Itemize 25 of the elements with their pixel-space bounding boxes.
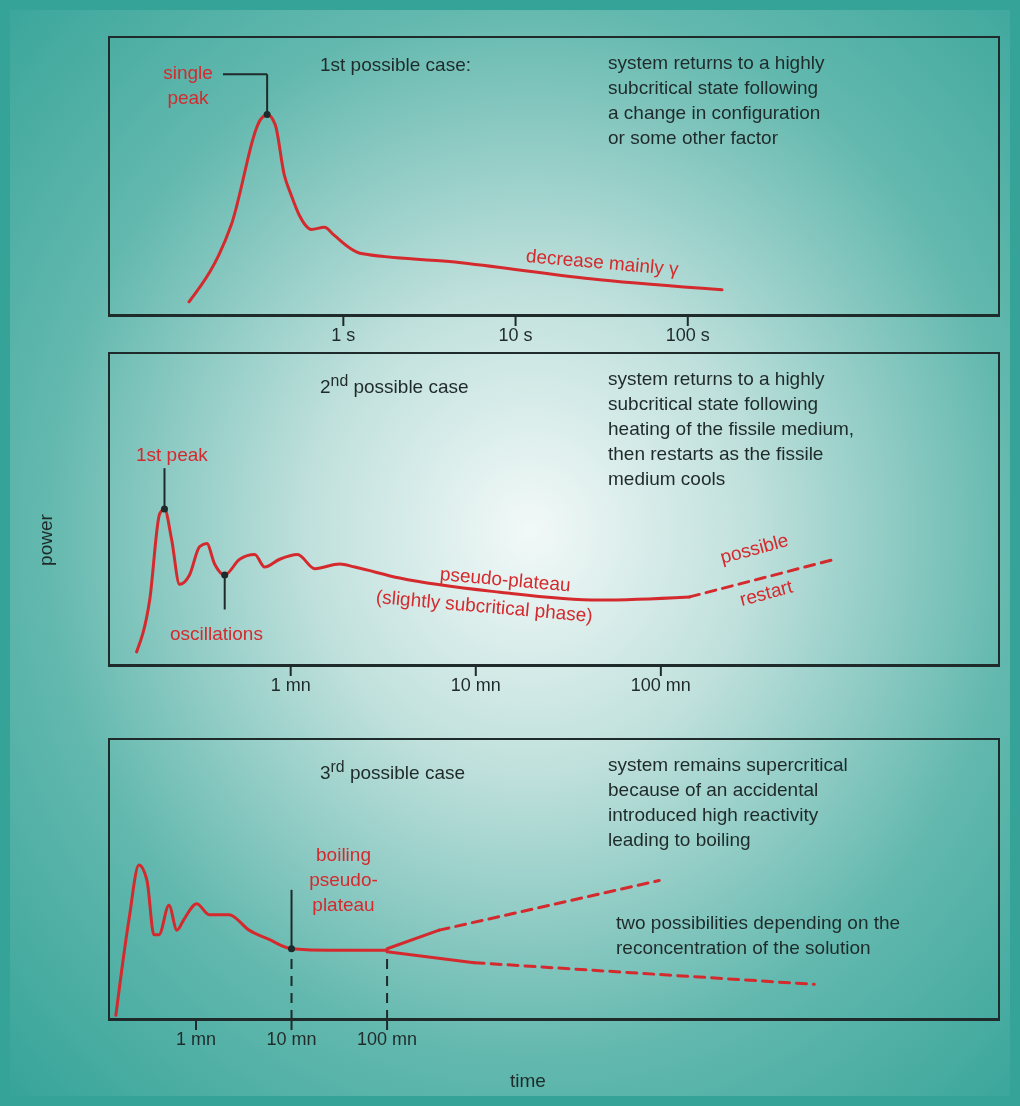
- x-tick-label: 100 s: [665, 324, 710, 345]
- chart-subtitle: system returns to a highly subcritical state following a change in configuration or some other factor: [608, 51, 825, 150]
- x-tick-label: 100 mn: [630, 674, 691, 695]
- annotation: single peak: [162, 61, 214, 110]
- y-axis-title: power: [33, 514, 57, 566]
- annotation: two possibilities depending on the reconcentration of the solution: [616, 911, 902, 960]
- chart-title: 2$^{nd}$ possible case: [320, 371, 469, 400]
- annotation: 1st peak: [136, 443, 208, 467]
- annotation: decrease mainly γ: [524, 244, 680, 282]
- annotation: boiling pseudo-plateau: [308, 843, 379, 917]
- chart-subtitle: system returns to a highly subcritical state following heating of the fissile medium, then restarts as the fissile medium cools: [608, 367, 855, 491]
- chart-subtitle: system remains supercritical because of an accidental introduced high reactivity leading to boiling: [608, 753, 848, 852]
- chart-title: 3$^{rd}$ possible case: [320, 757, 466, 786]
- x-tick-label: 1 mn: [175, 1028, 216, 1049]
- x-tick-label: 1 s: [331, 324, 356, 345]
- x-axis-title: time: [510, 1069, 546, 1093]
- annotation: pseudo-plateau: [439, 562, 572, 596]
- x-tick-label: 100 mn: [357, 1028, 418, 1049]
- x-tick-label: 1 mn: [270, 674, 311, 695]
- chart-title: 1st possible case:: [320, 53, 472, 77]
- annotation: oscillations: [170, 622, 263, 646]
- x-tick-label: 10 mn: [266, 1028, 317, 1049]
- annotation: possible restart: [716, 528, 796, 612]
- x-tick-label: 10 mn: [450, 674, 501, 695]
- x-tick-label: 10 s: [498, 324, 533, 345]
